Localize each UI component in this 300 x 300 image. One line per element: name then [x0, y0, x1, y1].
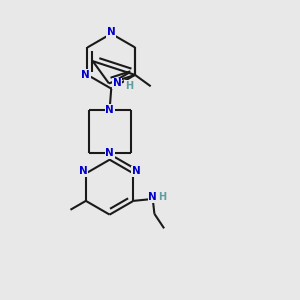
Text: H: H: [125, 81, 133, 91]
Text: N: N: [105, 105, 114, 115]
Text: N: N: [148, 192, 157, 202]
Text: N: N: [79, 167, 88, 176]
Text: N: N: [105, 148, 114, 158]
Text: N: N: [112, 78, 121, 88]
Text: N: N: [107, 27, 116, 37]
Text: N: N: [82, 70, 90, 80]
Text: H: H: [158, 192, 166, 202]
Text: N: N: [132, 167, 140, 176]
